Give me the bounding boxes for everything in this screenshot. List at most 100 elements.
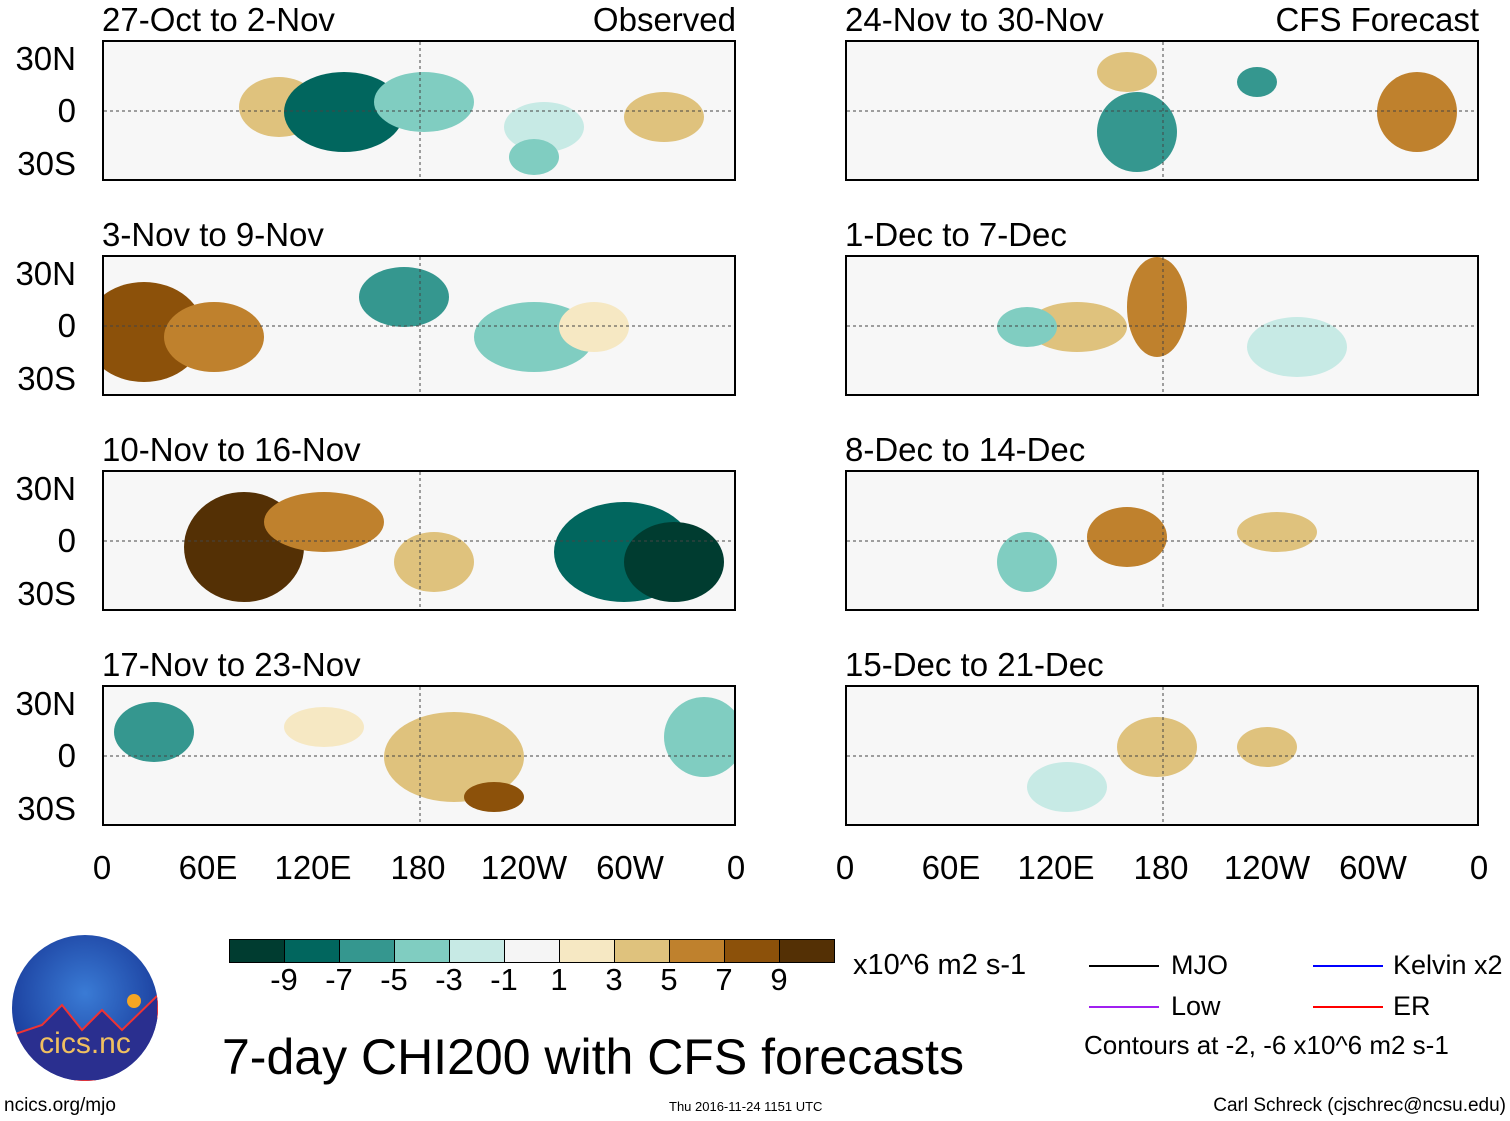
colorbar-swatch [230,940,285,962]
lon-label: 0 [835,849,855,886]
logo-text: cics.nc [39,1027,131,1060]
panel-title-fcst-1: 24-Nov to 30-Nov [845,1,1104,38]
colorbar-swatch [615,940,670,962]
lon-label: 60W [596,849,664,886]
lon-label: 0 [726,849,746,886]
map-panel [102,40,736,181]
colorbar-label: -9 [270,962,298,997]
footer-url[interactable]: ncics.org/mjo [4,1095,116,1116]
legend-label-kelvin: Kelvin x2 [1393,950,1503,980]
colorbar-label: 9 [770,962,788,997]
legend-line-kelvin [1313,965,1383,967]
lat-label: 30S [17,575,76,612]
colorbar-swatch [725,940,780,962]
anomaly-shading [509,139,559,175]
legend-label-mjo: MJO [1171,950,1228,980]
legend-line-mjo [1089,965,1159,967]
anomaly-shading [1027,302,1127,352]
anomaly-shading [1097,92,1177,172]
lon-label: 0 [1469,849,1489,886]
colorbar-swatch [780,940,834,962]
anomaly-shading [394,532,474,592]
map-panel [845,255,1479,396]
lat-label: 30N [15,685,76,722]
colorbar-label: -5 [380,962,408,997]
legend-line-low [1089,1006,1159,1008]
anomaly-shading [1127,257,1187,357]
map-panel [102,685,736,826]
lon-label: 180 [390,849,446,886]
lon-label: 120E [1017,849,1095,886]
anomaly-shading [1097,52,1157,92]
anomaly-shading [464,782,524,812]
anomaly-shading [997,532,1057,592]
colorbar-swatch [395,940,450,962]
colorbar-swatch [670,940,725,962]
anomaly-shading [624,92,704,142]
anomaly-shading [1117,717,1197,777]
contour-note: Contours at -2, -6 x10^6 m2 s-1 [1084,1030,1449,1060]
colorbar [229,939,835,963]
colorbar-label: 7 [715,962,733,997]
anomaly-shading [559,302,629,352]
anomaly-shading [164,302,264,372]
observed-label: Observed [592,1,736,38]
footer-credit: Carl Schreck (cjschrec@ncsu.edu) [1213,1095,1506,1116]
colorbar-swatch [505,940,560,962]
lon-label: 0 [92,849,112,886]
colorbar-units: x10^6 m2 s-1 [853,949,1027,981]
lat-label: 30N [15,40,76,77]
anomaly-shading [374,72,474,132]
map-panel [845,685,1479,826]
map-panel [845,470,1479,611]
lon-label: 120W [480,849,568,886]
map-panel [102,470,736,611]
colorbar-swatch [450,940,505,962]
lat-label: 0 [57,522,76,559]
colorbar-swatch [560,940,615,962]
anomaly-shading [1237,67,1277,97]
anomaly-shading [1087,507,1167,567]
panel-title-fcst-3: 8-Dec to 14-Dec [845,431,1086,468]
colorbar-label: -7 [325,962,353,997]
colorbar-label: -1 [490,962,518,997]
legend-label-er: ER [1393,991,1431,1021]
lat-label: 0 [57,737,76,774]
colorbar-label: 3 [605,962,623,997]
lon-label: 180 [1133,849,1189,886]
map-panel [102,255,736,396]
lat-label: 0 [57,92,76,129]
lon-label: 60W [1339,849,1407,886]
legend-line-er [1313,1006,1383,1008]
colorbar-label: 1 [550,962,568,997]
anomaly-shading [114,702,194,762]
anomaly-shading [997,307,1057,347]
colorbar-label: -3 [435,962,463,997]
legend-label-low: Low [1171,991,1221,1021]
anomaly-shading [359,267,449,327]
anomaly-shading [664,697,734,777]
anomaly-shading [264,492,384,552]
lat-label: 30S [17,145,76,182]
lon-label: 60E [178,849,238,886]
colorbar-label: 5 [660,962,678,997]
panel-title-fcst-4: 15-Dec to 21-Dec [845,646,1104,683]
lat-label: 30S [17,360,76,397]
figure-title: 7-day CHI200 with CFS forecasts [222,1029,964,1085]
anomaly-shading [1377,72,1457,152]
panel-title-obs-3: 10-Nov to 16-Nov [102,431,361,468]
lon-label: 120W [1223,849,1311,886]
panel-title-obs-1: 27-Oct to 2-Nov [102,1,335,38]
anomaly-shading [1237,512,1317,552]
cfs-forecast-label: CFS Forecast [1275,1,1479,38]
anomaly-shading [1237,727,1297,767]
colorbar-swatch [285,940,340,962]
panel-title-obs-4: 17-Nov to 23-Nov [102,646,361,683]
anomaly-shading [1247,317,1347,377]
lon-label: 60E [921,849,981,886]
lat-label: 0 [57,307,76,344]
lon-label: 120E [274,849,352,886]
lat-label: 30S [17,790,76,827]
colorbar-swatch [340,940,395,962]
